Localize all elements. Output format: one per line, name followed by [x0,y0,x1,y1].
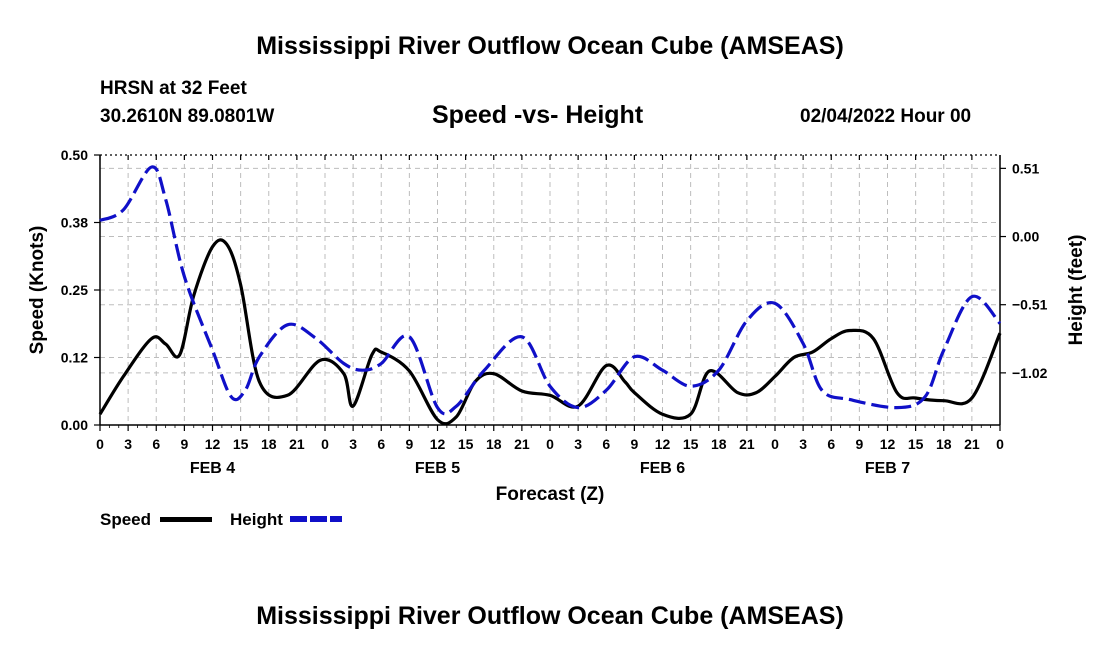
y2-axis-title: Height (feet) [1066,235,1087,346]
x-tick-label: 0 [96,436,104,452]
x-tick-label: 6 [377,436,385,452]
day-label: FEB 7 [865,460,910,477]
x-tick-label: 3 [124,436,132,452]
x-tick-label: 12 [655,436,671,452]
x-tick-label: 6 [602,436,610,452]
x-tick-label: 21 [289,436,305,452]
x-tick-label: 21 [514,436,530,452]
x-tick-label: 18 [711,436,727,452]
legend-height-line [290,516,342,522]
speed-height-chart: 0 3 6 9 12 15 18 21 0 3 6 9 12 15 18 21 0 3 6 9 12 15 18 21 0 3 6 9… [27,147,1087,505]
y-tick-label: 0.25 [61,282,88,298]
x-tick-label: 12 [430,436,446,452]
y-tick-label: 0.38 [61,215,88,231]
height-series-line [99,165,1002,416]
x-tick-label: 15 [908,436,924,452]
x-tick-label: 6 [152,436,160,452]
y2-tick-label: −1.02 [1012,365,1048,381]
day-label: FEB 5 [415,460,460,477]
x-tick-label: 9 [630,436,638,452]
speed-series-line [98,238,1002,426]
x-tick-label: 15 [458,436,474,452]
x-tick-label: 21 [739,436,755,452]
chart-subtitle: Speed -vs- Height [432,101,644,129]
x-tick-label: 3 [799,436,807,452]
x-tick-label: 3 [349,436,357,452]
x-tick-label: 0 [546,436,554,452]
x-tick-label: 12 [880,436,896,452]
x-tick-label: 9 [180,436,188,452]
day-label: FEB 6 [640,460,685,477]
legend-speed-label: Speed [100,510,152,529]
x-tick-label: 6 [827,436,835,452]
y2-tick-label: −0.51 [1012,297,1048,313]
station-label: HRSN at 32 Feet [100,78,247,99]
x-tick-label: 3 [574,436,582,452]
date-label: 02/04/2022 Hour 00 [800,106,972,127]
footer-title: Mississippi River Outflow Ocean Cube (AM… [256,602,844,630]
x-tick-label: 9 [855,436,863,452]
y2-tick-label: 0.51 [1012,160,1039,176]
legend-height-label: Height [230,510,283,529]
x-tick-label: 12 [205,436,221,452]
y-tick-label: 0.12 [61,350,88,366]
x-tick-label: 18 [936,436,952,452]
legend-speed-line [160,517,212,522]
x-tick-label: 18 [486,436,502,452]
x-tick-label: 0 [771,436,779,452]
chart-title: Mississippi River Outflow Ocean Cube (AM… [256,32,844,60]
x-tick-label: 0 [321,436,329,452]
x-axis-title: Forecast (Z) [496,484,605,505]
x-tick-label: 21 [964,436,980,452]
coordinates-label: 30.2610N 89.0801W [100,106,275,127]
x-tick-label: 15 [233,436,249,452]
x-tick-label: 0 [996,436,1004,452]
y-tick-label: 0.00 [61,417,88,433]
y-tick-label: 0.50 [61,147,88,163]
y-axis-title: Speed (Knots) [27,226,48,355]
day-label: FEB 4 [190,460,235,477]
x-tick-label: 15 [683,436,699,452]
x-tick-label: 9 [405,436,413,452]
x-tick-label: 18 [261,436,277,452]
y2-tick-label: 0.00 [1012,229,1039,245]
